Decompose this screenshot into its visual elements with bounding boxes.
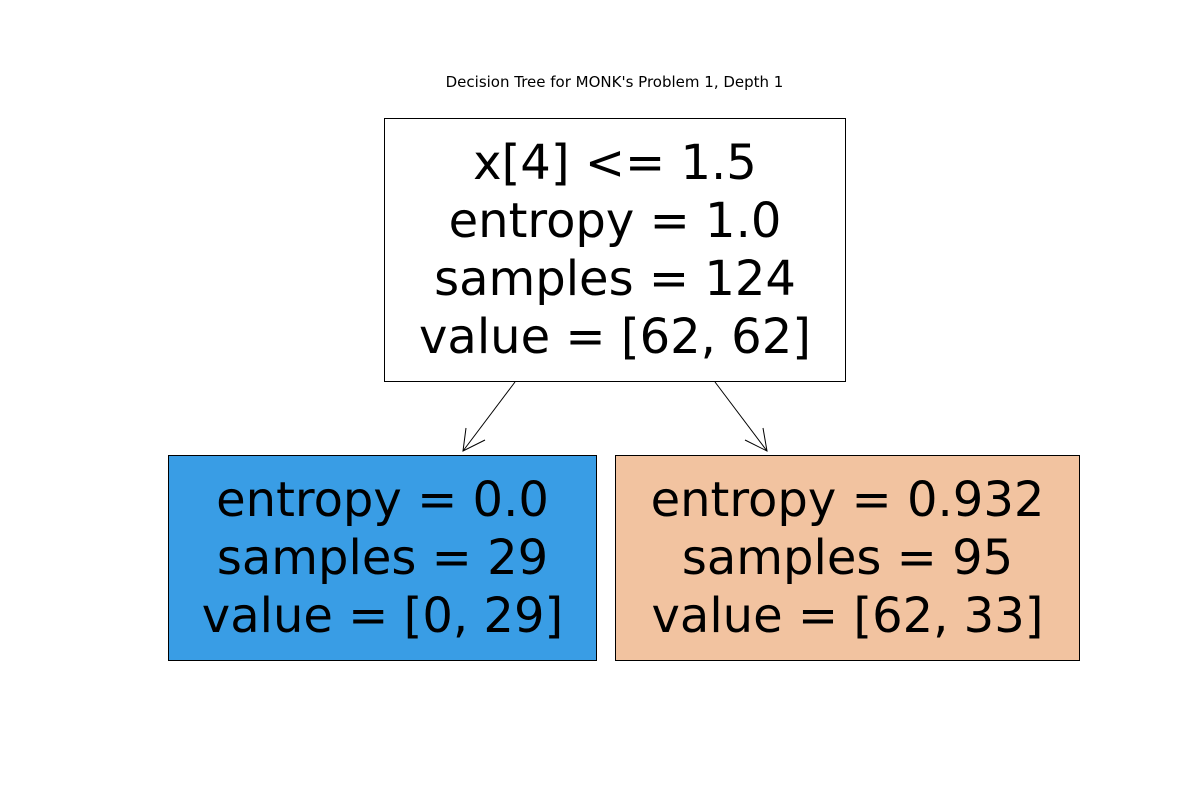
left-leaf-value: value = [0, 29] bbox=[201, 588, 564, 644]
root-value: value = [62, 62] bbox=[419, 309, 811, 365]
right-leaf-samples: samples = 95 bbox=[681, 530, 1014, 586]
right-leaf-value: value = [62, 33] bbox=[651, 588, 1044, 644]
root-entropy: entropy = 1.0 bbox=[448, 193, 782, 249]
root-split-rule: x[4] <= 1.5 bbox=[473, 135, 757, 191]
figure-title: Decision Tree for MONK's Problem 1, Dept… bbox=[445, 73, 784, 91]
edge-root-right bbox=[714, 381, 768, 452]
right-leaf-node: entropy = 0.932 samples = 95 value = [62… bbox=[615, 455, 1080, 661]
edge-root-left bbox=[462, 381, 516, 452]
right-leaf-entropy: entropy = 0.932 bbox=[650, 472, 1045, 528]
left-leaf-node: entropy = 0.0 samples = 29 value = [0, 2… bbox=[168, 455, 597, 661]
arrowhead-right bbox=[744, 427, 768, 452]
left-leaf-entropy: entropy = 0.0 bbox=[216, 472, 549, 528]
left-leaf-samples: samples = 29 bbox=[216, 530, 549, 586]
root-node: x[4] <= 1.5 entropy = 1.0 samples = 124 … bbox=[384, 118, 846, 382]
root-samples: samples = 124 bbox=[434, 251, 796, 307]
arrowhead-left bbox=[462, 427, 486, 452]
